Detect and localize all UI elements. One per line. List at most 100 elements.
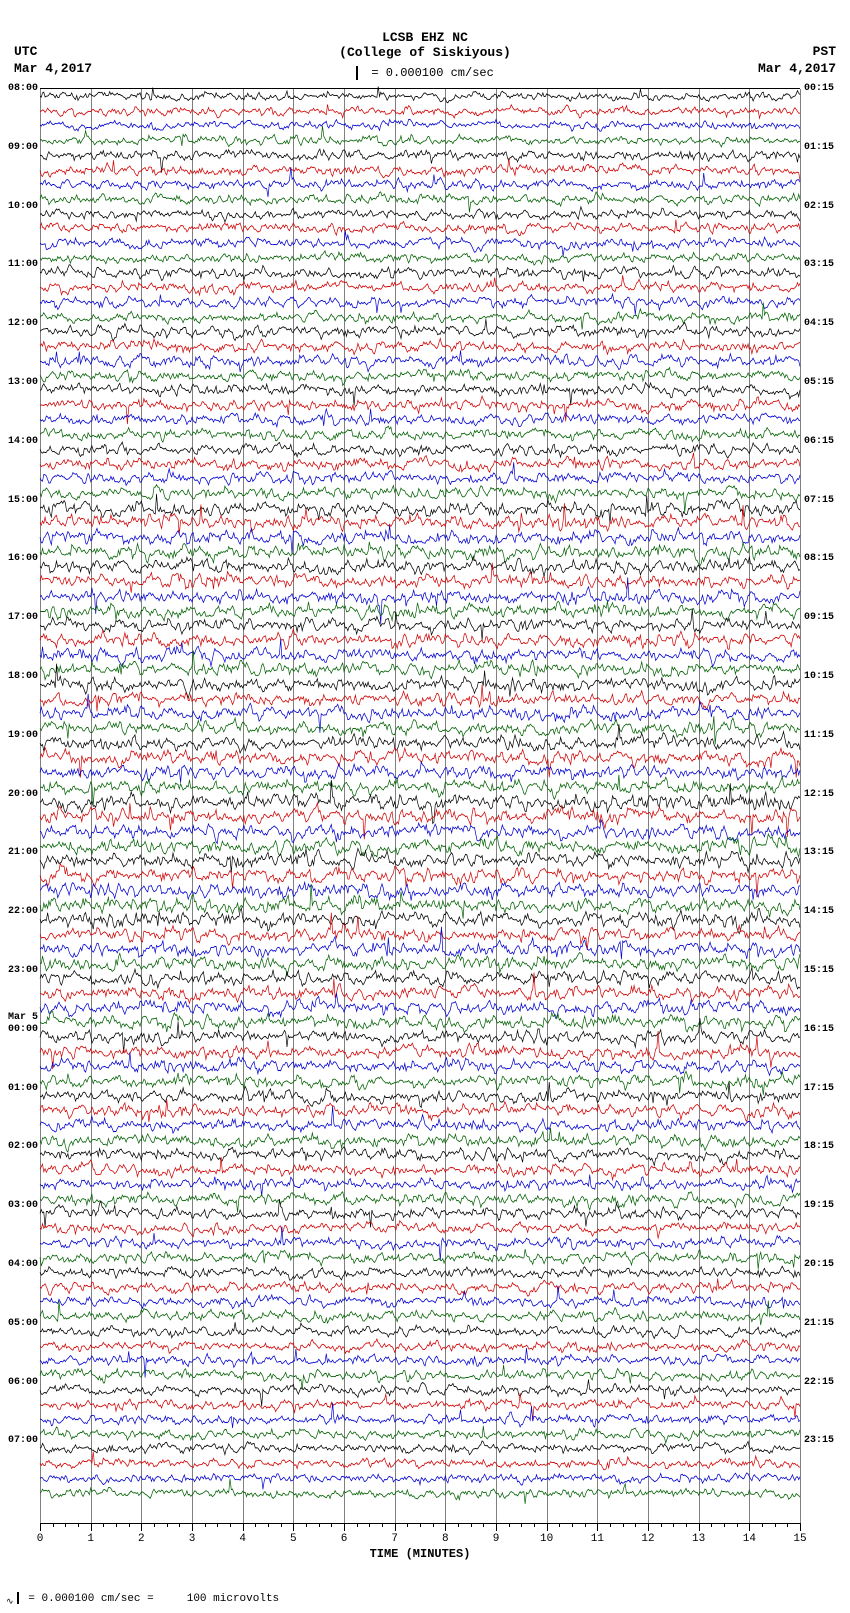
time-label-pst: 16:15 — [804, 1024, 844, 1035]
time-label-utc: 05:00 — [2, 1318, 38, 1329]
seismic-trace — [40, 354, 800, 369]
seismic-trace — [40, 559, 800, 574]
x-tick — [91, 1523, 92, 1531]
trace-row — [40, 471, 800, 486]
trace-row — [40, 1353, 800, 1368]
seismic-trace — [40, 280, 800, 295]
seismic-trace — [40, 795, 800, 810]
seismic-trace — [40, 501, 800, 516]
trace-row — [40, 104, 800, 119]
x-tick-minor — [610, 1523, 611, 1527]
trace-row — [40, 1015, 800, 1030]
time-label-pst: 08:15 — [804, 553, 844, 564]
time-label-pst: 10:15 — [804, 671, 844, 682]
x-tick-minor — [534, 1523, 535, 1527]
x-tick — [445, 1523, 446, 1531]
x-tick-label: 15 — [793, 1533, 806, 1545]
x-tick — [648, 1523, 649, 1531]
trace-row — [40, 648, 800, 663]
seismic-trace — [40, 1177, 800, 1192]
time-label-utc: 18:00 — [2, 671, 38, 682]
seismic-trace — [40, 809, 800, 824]
trace-row — [40, 1162, 800, 1177]
trace-row — [40, 706, 800, 721]
trace-row: 16:0008:15 — [40, 559, 800, 574]
date-utc: Mar 4,2017 — [14, 61, 92, 78]
x-tick — [699, 1523, 700, 1531]
seismic-trace — [40, 956, 800, 971]
trace-row — [40, 398, 800, 413]
footer-text-a: = 0.000100 cm/sec = — [28, 1593, 153, 1605]
trace-row — [40, 589, 800, 604]
x-tick-minor — [407, 1523, 408, 1527]
x-tick-minor — [762, 1523, 763, 1527]
time-label-pst: 02:15 — [804, 201, 844, 212]
trace-row — [40, 1192, 800, 1207]
seismic-trace — [40, 883, 800, 898]
x-tick-minor — [331, 1523, 332, 1527]
trace-row — [40, 412, 800, 427]
x-tick-minor — [724, 1523, 725, 1527]
x-tick-label: 9 — [493, 1533, 500, 1545]
time-label-utc: 12:00 — [2, 318, 38, 329]
seismic-trace — [40, 1192, 800, 1207]
trace-row — [40, 839, 800, 854]
x-tick-minor — [661, 1523, 662, 1527]
trace-row — [40, 574, 800, 589]
trace-row: 18:0010:15 — [40, 677, 800, 692]
x-tick-minor — [686, 1523, 687, 1527]
trace-row — [40, 1339, 800, 1354]
time-label-pst: 23:15 — [804, 1435, 844, 1446]
trace-row — [40, 368, 800, 383]
x-tick-label: 11 — [591, 1533, 604, 1545]
seismic-trace — [40, 236, 800, 251]
seismic-trace — [40, 1486, 800, 1501]
seismic-trace — [40, 1045, 800, 1060]
time-label-utc: 11:00 — [2, 259, 38, 270]
plot-wrap: 08:0000:1509:0001:1510:0002:1511:0003:15… — [40, 88, 800, 1523]
trace-row — [40, 721, 800, 736]
x-tick-minor — [255, 1523, 256, 1527]
x-tick — [749, 1523, 750, 1531]
seismic-trace — [40, 618, 800, 633]
x-tick-minor — [471, 1523, 472, 1527]
seismic-trace — [40, 692, 800, 707]
corner-top-right: PST Mar 4,2017 — [758, 44, 836, 78]
trace-row — [40, 633, 800, 648]
header: LCSB EHZ NC (College of Siskiyous) = 0.0… — [0, 0, 850, 80]
time-label-pst: 21:15 — [804, 1318, 844, 1329]
trace-row — [40, 251, 800, 266]
time-label-utc: 07:00 — [2, 1435, 38, 1446]
seismic-trace — [40, 265, 800, 280]
time-label-utc: 09:00 — [2, 142, 38, 153]
time-label-utc: 20:00 — [2, 789, 38, 800]
time-label-utc: 16:00 — [2, 553, 38, 564]
trace-row — [40, 545, 800, 560]
footer-text-b: 100 microvolts — [187, 1593, 279, 1605]
x-tick-label: 5 — [290, 1533, 297, 1545]
trace-row — [40, 530, 800, 545]
trace-row — [40, 1397, 800, 1412]
seismic-trace — [40, 1294, 800, 1309]
trace-row — [40, 192, 800, 207]
trace-row — [40, 1000, 800, 1015]
seismic-trace — [40, 721, 800, 736]
x-tick-label: 8 — [442, 1533, 449, 1545]
x-axis: TIME (MINUTES) 0123456789101112131415 — [40, 1523, 800, 1563]
trace-row: 14:0006:15 — [40, 442, 800, 457]
seismic-trace — [40, 368, 800, 383]
seismic-trace — [40, 1280, 800, 1295]
trace-row — [40, 177, 800, 192]
x-tick-minor — [65, 1523, 66, 1527]
time-label-utc: 10:00 — [2, 201, 38, 212]
x-tick-minor — [319, 1523, 320, 1527]
trace-row — [40, 486, 800, 501]
x-tick-minor — [167, 1523, 168, 1527]
trace-row: 12:0004:15 — [40, 324, 800, 339]
trace-row: 13:0005:15 — [40, 383, 800, 398]
scale-indicator: = 0.000100 cm/sec — [0, 66, 850, 80]
footer-scale: ∿ = 0.000100 cm/sec = 100 microvolts — [6, 1592, 279, 1607]
trace-row — [40, 163, 800, 178]
trace-row: 09:0001:15 — [40, 148, 800, 163]
trace-row — [40, 1294, 800, 1309]
